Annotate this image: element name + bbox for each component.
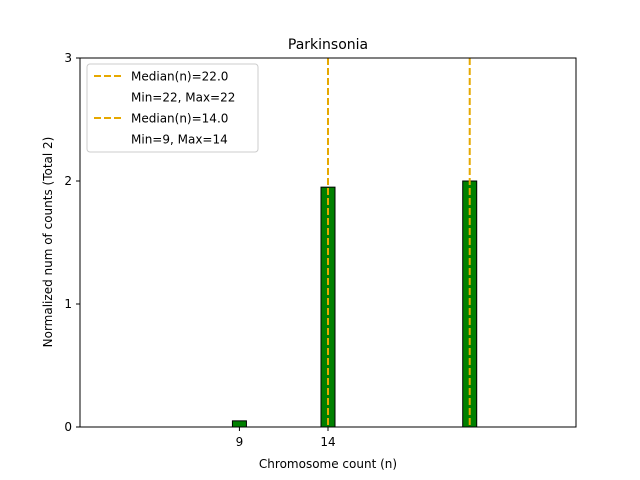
x-tick-label: 14 [320, 435, 335, 449]
y-axis: 0 1 2 3 [64, 51, 80, 434]
legend-range-label-1: Min=22, Max=22 [131, 91, 235, 105]
x-axis-label: Chromosome count (n) [259, 457, 397, 471]
x-axis: 9 14 [236, 427, 336, 449]
y-tick-label: 2 [64, 174, 72, 188]
y-tick-label: 1 [64, 297, 72, 311]
y-tick-label: 0 [64, 420, 72, 434]
y-axis-label: Normalized num of counts (Total 2) [41, 137, 55, 348]
bar-group [231, 180, 478, 428]
median-line-group [327, 58, 471, 427]
histogram-bar-1 [231, 420, 247, 428]
legend-median-label-1: Median(n)=22.0 [131, 70, 228, 84]
legend-range-label-2: Min=9, Max=14 [131, 133, 228, 147]
chart-title: Parkinsonia [288, 37, 368, 53]
x-tick-label: 9 [236, 435, 244, 449]
legend-box [86, 63, 259, 153]
legend: Median(n)=22.0 Min=22, Max=22 Median(n)=… [86, 63, 259, 153]
legend-median-label-2: Median(n)=14.0 [131, 112, 228, 126]
y-tick-label: 3 [64, 51, 72, 65]
